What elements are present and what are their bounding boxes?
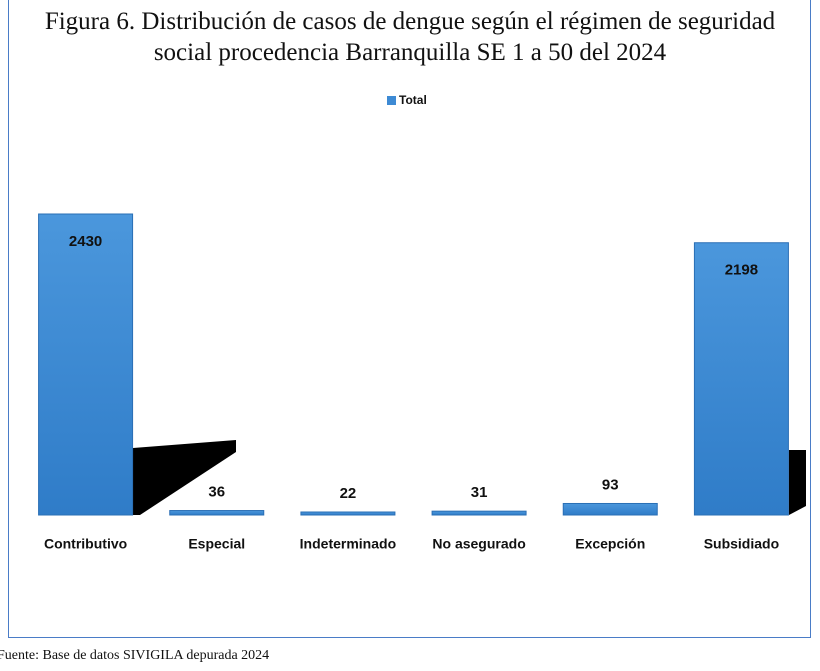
x-tick-label: Excepción <box>575 536 645 552</box>
x-tick-label: Indeterminado <box>300 536 396 552</box>
x-tick-label: Subsidiado <box>704 536 779 552</box>
source-note: Fuente: Base de datos SIVIGILA depurada … <box>0 648 270 663</box>
data-label: 2198 <box>725 262 758 279</box>
data-label: 22 <box>340 485 357 502</box>
legend-label: Total <box>399 93 427 107</box>
bar <box>431 510 527 516</box>
bar <box>300 511 396 516</box>
chart-title: Figura 6. Distribución de casos de dengu… <box>44 8 776 66</box>
bar <box>38 213 134 516</box>
data-label: 2430 <box>69 233 102 250</box>
x-tick-label: Contributivo <box>44 536 127 552</box>
bar <box>693 242 789 516</box>
bar <box>169 510 265 516</box>
decoration <box>789 450 806 515</box>
data-label: 93 <box>602 476 619 493</box>
data-label: 31 <box>471 484 488 501</box>
x-tick-label: Especial <box>188 536 245 552</box>
decoration <box>133 440 236 515</box>
chart: Total Contributivo 2430 Especial 36 Indetermi… <box>38 93 806 552</box>
bar <box>562 502 658 516</box>
x-tick-label: No asegurado <box>432 536 525 552</box>
data-label: 36 <box>208 484 225 501</box>
legend-swatch <box>387 96 396 105</box>
chart-frame <box>8 0 811 638</box>
